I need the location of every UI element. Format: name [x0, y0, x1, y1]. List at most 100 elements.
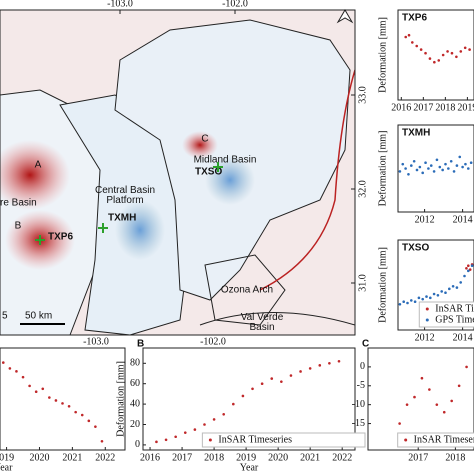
- x-axis-label: Year: [0, 462, 13, 473]
- data-point: [415, 44, 419, 48]
- data-point: [411, 41, 414, 44]
- data-point: [467, 264, 470, 268]
- x-tick-label: 2016: [140, 452, 160, 463]
- data-point: [429, 164, 433, 167]
- x-tick-label: 2017: [408, 452, 428, 463]
- data-point: [34, 390, 38, 394]
- region-label: Central Basin Platform: [95, 185, 155, 206]
- station-label: TXMH: [108, 213, 136, 224]
- data-point: [465, 266, 468, 270]
- x-tick-label: 2020: [268, 452, 288, 463]
- map-frame: [0, 9, 356, 336]
- y-tick-label: -5: [357, 380, 365, 391]
- data-point: [418, 165, 422, 169]
- lon-tick-label: -102.0: [222, 0, 248, 9]
- data-point: [417, 296, 421, 300]
- data-point: [251, 387, 254, 391]
- data-point: [100, 439, 104, 443]
- data-point: [21, 375, 25, 379]
- data-point: [410, 299, 413, 302]
- data-point: [457, 384, 461, 388]
- map: [0, 10, 355, 335]
- data-point: [438, 165, 442, 169]
- y-tick-label: -10: [352, 399, 365, 410]
- legend-label: InSAR Timeseri: [435, 303, 474, 314]
- legend-label: InSAR Timeseries: [218, 434, 292, 445]
- x-tick-label: 2014: [453, 332, 473, 343]
- data-point: [441, 168, 444, 172]
- lon-tick-label: -103.0: [83, 336, 109, 347]
- data-point: [465, 365, 468, 369]
- data-point: [328, 362, 331, 365]
- data-point: [155, 440, 158, 444]
- region-label: Val Verde Basin: [241, 312, 284, 333]
- data-point: [452, 170, 456, 173]
- y-tick-label: 60: [130, 378, 140, 389]
- data-point: [467, 269, 470, 273]
- data-point: [441, 53, 445, 57]
- chart-title: TXMH: [402, 128, 430, 139]
- data-point: [28, 384, 31, 388]
- x-tick-label: 2022: [95, 452, 115, 463]
- data-point: [398, 302, 402, 306]
- data-point: [448, 287, 451, 291]
- x-tick-label: 2022: [332, 452, 352, 463]
- data-point: [424, 161, 427, 164]
- chart-title: C: [362, 339, 369, 350]
- y-axis-label: Deformation [mm]: [115, 361, 126, 437]
- plot-frame: [0, 347, 126, 451]
- data-point: [8, 367, 12, 370]
- data-point: [406, 301, 409, 305]
- lat-tick-label: 31.0: [357, 274, 368, 292]
- data-point: [183, 431, 187, 434]
- x-tick-label: 2017: [172, 452, 192, 463]
- data-point: [407, 33, 411, 37]
- data-point: [289, 374, 293, 377]
- legend-label: GPS Timeseri: [435, 314, 474, 325]
- data-point: [470, 264, 474, 268]
- site-label: B: [15, 221, 22, 232]
- x-tick-label: 2017: [413, 102, 433, 113]
- data-point: [463, 274, 466, 278]
- data-point: [412, 159, 416, 163]
- y-axis-label: Deformation [mm]: [377, 17, 388, 93]
- data-point: [260, 382, 264, 386]
- y-tick-label: 0: [360, 361, 365, 372]
- data-point: [425, 295, 428, 298]
- chart-title: TXP6: [402, 13, 427, 24]
- data-point: [222, 413, 226, 416]
- legend-swatch: [404, 438, 408, 442]
- x-tick-label: 2020: [29, 452, 49, 463]
- data-point: [337, 359, 341, 363]
- data-point: [436, 293, 440, 297]
- data-point: [428, 57, 432, 60]
- region-label: Midland Basin: [194, 155, 257, 166]
- data-point: [427, 167, 430, 170]
- data-point: [469, 161, 473, 164]
- y-tick-label: -15: [352, 418, 365, 429]
- lon-tick-label: -102.0: [200, 336, 226, 347]
- y-tick-label: 20: [130, 419, 140, 430]
- station-label: TXP6: [48, 232, 73, 243]
- data-point: [435, 403, 439, 406]
- data-point: [421, 171, 425, 175]
- region-label: re Basin: [0, 198, 37, 209]
- y-tick-label: 80: [130, 358, 140, 369]
- data-point: [446, 50, 449, 53]
- legend-swatch: [208, 438, 212, 442]
- data-point: [203, 423, 206, 426]
- station-marker: [35, 235, 45, 245]
- site-label: A: [35, 160, 42, 171]
- plot-frame: [397, 9, 474, 101]
- x-tick-label: 2016: [391, 102, 411, 113]
- station-marker: [213, 162, 223, 172]
- data-point: [74, 410, 77, 414]
- data-point: [428, 388, 431, 391]
- data-point: [440, 290, 444, 293]
- data-point: [299, 370, 302, 373]
- lon-tick-label: -103.0: [107, 0, 133, 9]
- data-point: [398, 170, 402, 173]
- data-point: [451, 284, 455, 288]
- region-label: Ozona Arch: [221, 285, 273, 296]
